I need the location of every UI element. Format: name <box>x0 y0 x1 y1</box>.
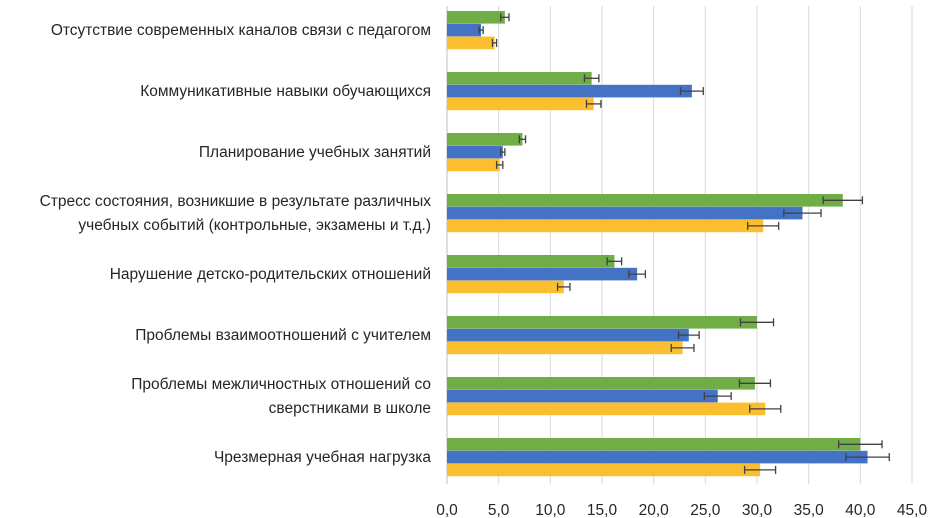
bar-series-yellow <box>447 463 761 477</box>
error-bar <box>478 26 484 35</box>
error-bar <box>837 440 883 449</box>
category-label: Нарушение детско-родительских отношений <box>110 266 431 283</box>
error-bar <box>703 392 732 401</box>
category-labels: Отсутствие современных каналов связи с п… <box>40 22 432 466</box>
category-label: Проблемы взаимоотношений с учителем <box>135 327 431 344</box>
error-bar <box>556 282 571 291</box>
x-tick-label: 20,0 <box>639 502 670 518</box>
error-bar <box>583 74 600 83</box>
bar-series-green <box>447 133 523 146</box>
bar-series-blue <box>447 206 803 220</box>
category-label: Коммуникативные навыки обучающихся <box>140 83 431 100</box>
x-tick-label: 25,0 <box>690 502 721 518</box>
bar-series-green <box>447 255 615 268</box>
category-label: Чрезмерная учебная нагрузка <box>214 449 431 466</box>
error-bar <box>500 13 510 22</box>
bar-series-blue <box>447 389 718 403</box>
bars <box>447 11 868 477</box>
bar-series-green <box>447 194 843 207</box>
error-bar <box>670 343 695 352</box>
x-tick-label: 0,0 <box>436 502 458 518</box>
bar-series-yellow <box>447 280 564 294</box>
category-label: учебных событий (контрольные, экзамены и… <box>78 217 431 234</box>
x-tick-label: 30,0 <box>742 502 773 518</box>
error-bar <box>585 99 602 108</box>
bar-series-blue <box>447 145 503 159</box>
bar-series-green <box>447 377 755 390</box>
bar-series-yellow <box>447 402 766 416</box>
x-tick-labels: 0,0 5,0 10,0 15,0 20,0 25,0 30,0 35,0 40,0 45,0 <box>436 502 927 518</box>
error-bar <box>491 38 498 47</box>
error-bar <box>495 160 504 169</box>
error-bar <box>747 221 780 230</box>
bar-series-blue <box>447 328 689 342</box>
bar-series-blue <box>447 267 638 281</box>
bar-series-green <box>447 11 505 24</box>
x-tick-label: 45,0 <box>897 502 928 518</box>
error-bar <box>739 318 775 327</box>
error-bar <box>677 331 700 340</box>
error-bar <box>743 465 777 474</box>
x-tick-label: 15,0 <box>587 502 618 518</box>
category-label: сверстниками в школе <box>269 400 431 417</box>
error-bar <box>679 87 704 96</box>
x-tick-label: 5,0 <box>488 502 510 518</box>
error-bar <box>749 404 782 413</box>
bar-series-green <box>447 438 861 451</box>
error-bars <box>478 13 890 474</box>
error-bar <box>628 270 647 279</box>
error-bar <box>822 196 864 205</box>
error-bar <box>518 135 527 144</box>
x-tick-label: 10,0 <box>535 502 566 518</box>
bar-series-blue <box>447 450 868 464</box>
bar-series-yellow <box>447 36 495 50</box>
category-label: Отсутствие современных каналов связи с п… <box>51 22 431 39</box>
category-label: Проблемы межличностных отношений со <box>131 376 431 393</box>
bar-series-blue <box>447 84 692 98</box>
bar-series-green <box>447 72 592 85</box>
bar-series-yellow <box>447 219 764 233</box>
error-bar <box>783 209 822 218</box>
bar-series-yellow <box>447 341 683 355</box>
bar-series-green <box>447 316 757 329</box>
error-bar <box>738 379 772 388</box>
bar-series-blue <box>447 23 482 37</box>
category-label: Планирование учебных занятий <box>199 144 431 161</box>
x-tick-label: 35,0 <box>794 502 825 518</box>
x-tick-label: 40,0 <box>845 502 876 518</box>
error-bar <box>845 453 890 462</box>
error-bar <box>606 257 623 266</box>
category-label: Стресс состояния, возникшие в результате… <box>40 193 432 210</box>
bar-series-yellow <box>447 97 594 111</box>
bar-series-yellow <box>447 158 500 172</box>
error-bar <box>500 148 506 157</box>
